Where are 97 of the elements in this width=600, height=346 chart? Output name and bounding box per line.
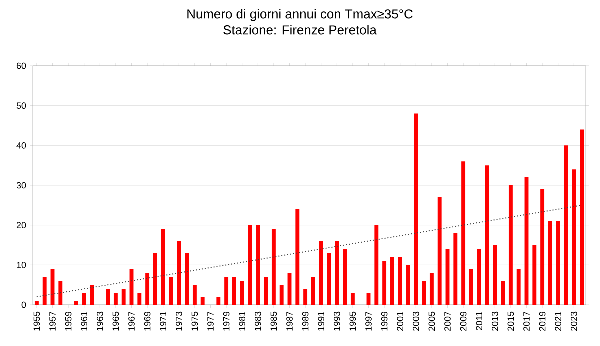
- bar: [422, 281, 426, 305]
- bar: [501, 281, 506, 305]
- x-tick-label: 2011: [476, 312, 483, 330]
- bar: [42, 277, 47, 305]
- bar: [177, 241, 182, 305]
- bar: [350, 293, 355, 305]
- y-tick-label: 60: [16, 62, 26, 70]
- x-tick-label: 1977: [208, 312, 214, 331]
- bar: [74, 301, 78, 305]
- y-tick-label: 50: [16, 102, 26, 110]
- x-tick-label: 1969: [144, 312, 151, 331]
- bar: [516, 269, 521, 305]
- bar: [335, 241, 340, 305]
- bar: [319, 241, 324, 305]
- x-tick-label: 1971: [160, 312, 167, 331]
- bar: [493, 245, 498, 305]
- bar: [256, 225, 260, 305]
- bar: [185, 253, 190, 305]
- x-tick-label: 1963: [96, 312, 104, 331]
- x-tick-label: 1957: [50, 312, 56, 331]
- x-tick-label: 1989: [302, 312, 309, 331]
- bar: [304, 289, 308, 305]
- bar: [58, 281, 63, 305]
- bar: [272, 229, 276, 305]
- x-tick-label: 1959: [65, 312, 72, 331]
- bar: [343, 249, 348, 305]
- bar: [382, 261, 387, 305]
- x-tick-label: 1985: [270, 312, 278, 331]
- bar: [438, 197, 442, 305]
- bar: [224, 277, 229, 305]
- bar: [477, 249, 482, 305]
- bar: [200, 297, 205, 305]
- x-tick-label: 2015: [508, 312, 514, 332]
- x-tick-label: 1987: [286, 312, 293, 331]
- bar: [161, 229, 166, 305]
- bar: [454, 233, 458, 305]
- y-tick-label: 30: [16, 182, 26, 189]
- y-tick-label: 10: [17, 262, 26, 268]
- bar: [311, 277, 316, 305]
- x-tick-label: 2009: [460, 312, 467, 332]
- x-tick-label: 1973: [176, 312, 182, 331]
- bar: [264, 277, 268, 305]
- x-tick-label: 1979: [223, 312, 230, 331]
- x-tick-label: 1955: [34, 312, 40, 331]
- bar: [122, 289, 126, 305]
- x-tick-label: 1961: [81, 312, 88, 331]
- x-tick-label: 1991: [318, 312, 325, 331]
- bar: [548, 221, 552, 305]
- bar: [430, 273, 434, 305]
- x-tick-label: 1975: [192, 312, 198, 331]
- x-tick-label: 1983: [254, 312, 262, 331]
- chart-title: Numero di giorni annui con Tmax≥35°C: [188, 9, 413, 22]
- bar: [106, 289, 110, 305]
- x-tick-label: 2019: [539, 312, 546, 332]
- x-tick-label: 2021: [555, 312, 562, 332]
- bar: [580, 130, 584, 305]
- bar: [469, 269, 474, 305]
- x-tick-label: 1981: [239, 312, 246, 331]
- x-tick-label: 1967: [128, 312, 135, 331]
- bar: [508, 186, 513, 305]
- bar: [216, 297, 221, 305]
- bar: [296, 209, 300, 305]
- bar: [153, 253, 158, 305]
- x-tick-label: 1999: [381, 312, 388, 331]
- x-tick-label: 1995: [350, 312, 356, 331]
- x-tick-label: 2013: [492, 312, 498, 332]
- y-tick-label: 0: [22, 302, 26, 308]
- x-tick-label: 2005: [428, 312, 436, 332]
- x-tick-label: 2003: [412, 312, 420, 332]
- bar: [414, 114, 418, 305]
- bar: [556, 221, 560, 305]
- bar: [462, 162, 466, 305]
- bar: [232, 277, 236, 305]
- bar: [114, 293, 118, 305]
- bar: [192, 285, 197, 305]
- bar: [82, 293, 86, 305]
- bar: [572, 170, 576, 305]
- y-tick-label: 20: [16, 222, 26, 229]
- bar: [34, 301, 39, 305]
- x-tick-label: 1965: [112, 312, 120, 331]
- bar: [398, 257, 402, 305]
- bar: [240, 281, 244, 305]
- x-tick-label: 1993: [334, 312, 340, 331]
- bar: [540, 189, 545, 305]
- x-tick-label: 2023: [570, 312, 578, 332]
- bar: [146, 273, 150, 305]
- x-tick-label: 2001: [397, 312, 404, 332]
- y-tick-label: 40: [16, 142, 26, 149]
- bar: [280, 285, 284, 305]
- bar: [390, 257, 394, 305]
- x-tick-label: 1997: [366, 312, 372, 331]
- x-tick-label: 2017: [524, 312, 530, 332]
- x-tick-label: 2007: [444, 312, 451, 332]
- chart-subtitle: Stazione: Firenze Peretola: [224, 25, 377, 35]
- bar: [532, 245, 537, 305]
- bar: [138, 293, 142, 305]
- bar: [374, 225, 379, 305]
